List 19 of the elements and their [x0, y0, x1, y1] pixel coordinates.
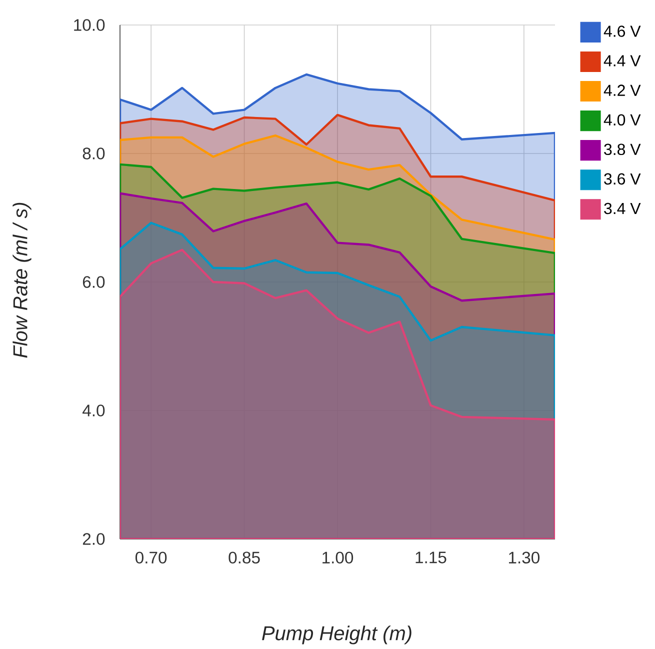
legend-label: 3.8 V [604, 144, 641, 156]
x-axis-title: Pump Height (m) [262, 626, 412, 644]
legend-label: 3.6 V [604, 173, 641, 185]
y-tick-label: 2.0 [82, 533, 105, 545]
x-tick-label: 1.00 [322, 552, 354, 564]
legend-label: 4.2 V [604, 84, 641, 96]
y-tick-label: 6.0 [82, 276, 105, 288]
y-tick-label: 4.0 [82, 404, 105, 416]
x-tick-label: 0.85 [228, 552, 260, 564]
x-tick-label: 1.15 [416, 552, 446, 564]
legend-label: 4.0 V [604, 114, 641, 126]
x-tick-label: 1.30 [508, 552, 540, 564]
x-tick-label: 0.70 [136, 552, 167, 564]
y-tick-label: 8.0 [82, 148, 105, 160]
legend-label: 4.6 V [604, 26, 641, 37]
y-tick-label: 10.0 [74, 19, 105, 31]
legend-label: 4.4 V [604, 55, 641, 66]
legend-label: 3.4 V [604, 202, 641, 214]
y-axis-title: Flow Rate (ml / s) [12, 202, 32, 358]
